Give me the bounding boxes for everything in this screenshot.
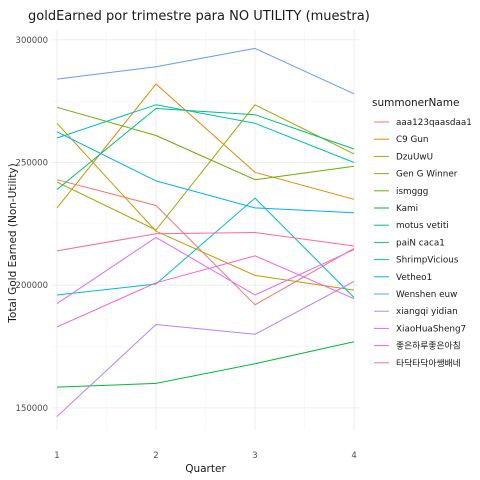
legend-item: Gen G Winner (374, 170, 458, 180)
legend-label: Gen G Winner (396, 170, 458, 180)
y-axis-ticks: 150000 200000 250000 300000 (16, 36, 48, 414)
legend-label: Wenshen euw (396, 290, 457, 300)
x-tick-label: 4 (351, 451, 356, 461)
legend: summonerName aaa123qaasdaa1 C9 Gun DzuUwU G… (372, 97, 472, 369)
legend-label: DzuUwU (396, 152, 433, 162)
grid-lines (52, 30, 359, 430)
legend-item: 좋은하루좋은아침 (374, 341, 461, 352)
legend-item: Wenshen euw (374, 290, 457, 300)
x-tick-label: 3 (252, 451, 257, 461)
legend-item: Kami (374, 204, 418, 214)
legend-label: ismggg (396, 187, 428, 197)
legend-item: paiN caca1 (374, 238, 445, 248)
series-line (56, 104, 355, 231)
legend-label: ShrimpVicious (396, 256, 459, 266)
x-tick-label: 1 (54, 451, 59, 461)
legend-item: ismggg (374, 187, 428, 197)
y-tick-label: 250000 (16, 159, 48, 169)
legend-label: Vetheo1 (396, 273, 432, 283)
series-lines (56, 47, 355, 417)
legend-label: aaa123qaasdaa1 (396, 118, 472, 128)
y-axis-title: Total Gold Earned (Non-Utility) (7, 163, 19, 323)
y-tick-label: 150000 (16, 404, 48, 414)
legend-item: motus vetiti (374, 221, 449, 231)
legend-label: 타닥타닥아쌩배네 (396, 358, 461, 369)
series-line (56, 281, 355, 417)
legend-items: aaa123qaasdaa1 C9 Gun DzuUwU Gen G Winner is… (374, 118, 472, 369)
legend-label: xiangqi yidian (396, 307, 458, 317)
legend-item: XiaoHuaSheng7 (374, 324, 466, 334)
legend-label: XiaoHuaSheng7 (396, 324, 466, 334)
x-axis-title: Quarter (185, 463, 226, 475)
legend-label: motus vetiti (396, 221, 449, 231)
legend-title: summonerName (372, 97, 459, 109)
x-tick-label: 2 (153, 451, 158, 461)
series-line (56, 197, 355, 298)
series-line (56, 131, 355, 214)
series-line (56, 122, 355, 291)
y-tick-label: 300000 (16, 36, 48, 46)
legend-label: 좋은하루좋은아침 (396, 341, 461, 352)
series-line (56, 47, 355, 95)
series-line (56, 341, 355, 388)
legend-item: 타닥타닥아쌩배네 (374, 358, 461, 369)
series-line (56, 104, 355, 163)
series-line (56, 236, 355, 305)
legend-item: aaa123qaasdaa1 (374, 118, 472, 128)
series-line (56, 83, 355, 209)
series-line (56, 108, 355, 190)
legend-item: Vetheo1 (374, 273, 432, 283)
series-line (56, 179, 355, 306)
x-axis-ticks: 1 2 3 4 (54, 451, 357, 461)
legend-label: Kami (396, 204, 418, 214)
chart-title: goldEarned por trimestre para NO UTILITY… (28, 9, 370, 24)
legend-label: paiN caca1 (396, 238, 445, 248)
legend-item: xiangqi yidian (374, 307, 458, 317)
y-tick-label: 200000 (16, 281, 48, 291)
legend-item: DzuUwU (374, 152, 433, 162)
legend-item: ShrimpVicious (374, 256, 459, 266)
series-line (56, 232, 355, 252)
series-line (56, 255, 355, 328)
legend-item: C9 Gun (374, 135, 429, 145)
legend-label: C9 Gun (396, 135, 429, 145)
